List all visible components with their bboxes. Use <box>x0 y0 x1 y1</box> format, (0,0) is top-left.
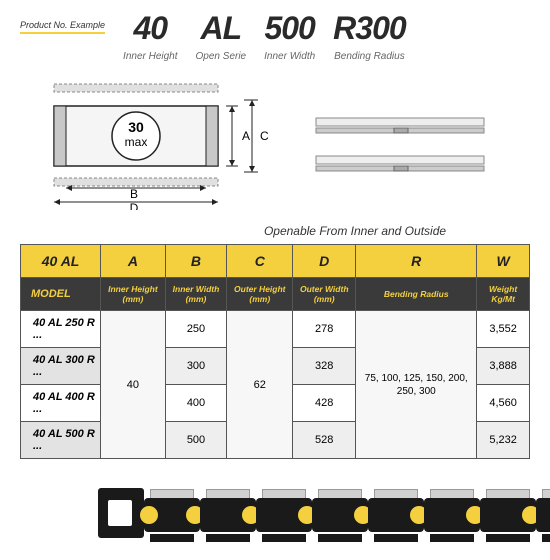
subhdr: Outer Height (mm) <box>227 278 293 311</box>
col-c: C <box>227 245 293 278</box>
circle-text-1: 30 <box>128 119 144 135</box>
cell-model: 40 AL 500 R ... <box>21 422 101 459</box>
cell-model: 40 AL 400 R ... <box>21 385 101 422</box>
subhdr-model: MODEL <box>21 278 101 311</box>
cell-a: 40 <box>101 311 166 459</box>
cable-chain-photo <box>98 470 550 560</box>
cell-d: 278 <box>293 311 356 348</box>
side-view-diagram <box>310 100 490 190</box>
dim-b: B <box>130 187 138 201</box>
cell-d: 528 <box>293 422 356 459</box>
specifications-table: 40 AL A B C D R W MODEL Inner Height (mm… <box>20 244 530 459</box>
spec-label: Inner Width <box>264 51 315 62</box>
chain-link <box>424 485 480 545</box>
spec-label: Bending Radius <box>333 51 406 62</box>
cell-d: 428 <box>293 385 356 422</box>
cell-w: 5,232 <box>477 422 530 459</box>
chain-link <box>536 485 550 545</box>
subhdr: Weight Kg/Mt <box>477 278 530 311</box>
cell-w: 3,888 <box>477 348 530 385</box>
spec-value: AL <box>196 10 247 47</box>
spec-open-serie: AL Open Serie <box>196 10 247 62</box>
cell-model: 40 AL 300 R ... <box>21 348 101 385</box>
spec-value: 40 <box>123 10 177 47</box>
table-title: 40 AL <box>21 245 101 278</box>
spec-label: Inner Height <box>123 51 177 62</box>
col-d: D <box>293 245 356 278</box>
cell-b: 400 <box>165 385 227 422</box>
product-number-label: Product No. Example <box>20 20 105 34</box>
cell-b: 250 <box>165 311 227 348</box>
subhdr: Outer Width (mm) <box>293 278 356 311</box>
cross-section-diagram: 30 max A C B D <box>40 80 270 210</box>
chain-link <box>200 485 256 545</box>
chain-link <box>256 485 312 545</box>
cell-w: 4,560 <box>477 385 530 422</box>
chain-link <box>368 485 424 545</box>
col-a: A <box>101 245 166 278</box>
cell-w: 3,552 <box>477 311 530 348</box>
chain-link <box>144 485 200 545</box>
col-w: W <box>477 245 530 278</box>
col-b: B <box>165 245 227 278</box>
circle-text-2: max <box>125 135 148 149</box>
chain-link <box>480 485 536 545</box>
subhdr: Inner Height (mm) <box>101 278 166 311</box>
spec-inner-width: 500 Inner Width <box>264 10 315 62</box>
chain-end-hole <box>108 500 132 526</box>
spec-bending-radius: R300 Bending Radius <box>333 10 406 62</box>
spec-header: Product No. Example 40 Inner Height AL O… <box>0 0 550 62</box>
dim-d: D <box>130 201 139 210</box>
dim-c: C <box>260 129 269 143</box>
cell-r: 75, 100, 125, 150, 200, 250, 300 <box>356 311 477 459</box>
cell-b: 500 <box>165 422 227 459</box>
spec-inner-height: 40 Inner Height <box>123 10 177 62</box>
technical-diagrams: 30 max A C B D <box>0 62 550 218</box>
cell-c: 62 <box>227 311 293 459</box>
cell-model: 40 AL 250 R ... <box>21 311 101 348</box>
chain-link <box>312 485 368 545</box>
col-r: R <box>356 245 477 278</box>
table-row: 40 AL 250 R ... 40 250 62 278 75, 100, 1… <box>21 311 530 348</box>
subhdr: Bending Radius <box>356 278 477 311</box>
diagram-caption: Openable From Inner and Outside <box>160 224 550 238</box>
dim-a: A <box>242 129 250 143</box>
cell-d: 328 <box>293 348 356 385</box>
spec-value: 500 <box>264 10 315 47</box>
table-subheader-row: MODEL Inner Height (mm) Inner Width (mm)… <box>21 278 530 311</box>
cell-b: 300 <box>165 348 227 385</box>
table-header-row: 40 AL A B C D R W <box>21 245 530 278</box>
spec-label: Open Serie <box>196 51 247 62</box>
subhdr: Inner Width (mm) <box>165 278 227 311</box>
spec-value: R300 <box>333 10 406 47</box>
